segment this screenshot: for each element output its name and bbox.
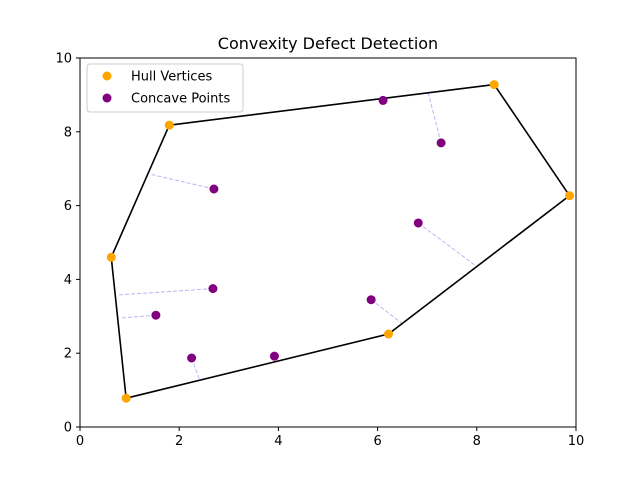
x-tick-label-4: 8: [473, 434, 481, 449]
plot-background: [80, 58, 576, 427]
hull-vertex-point-3: [489, 80, 499, 90]
x-tick-label-0: 0: [76, 434, 84, 449]
legend-box: [86, 63, 244, 113]
x-tick-label-1: 2: [175, 434, 183, 449]
hull-vertex-point-0: [121, 393, 131, 403]
y-tick-label-4: 8: [64, 125, 72, 140]
y-tick-label-0: 0: [64, 421, 72, 436]
defect-link-6: [191, 357, 201, 382]
y-tick-label-3: 6: [64, 199, 72, 214]
chart-title: Convexity Defect Detection: [218, 34, 438, 53]
concave-point-3: [413, 218, 423, 228]
concave-point-4: [208, 284, 218, 294]
concave-point-5: [366, 295, 376, 305]
legend-label-1: Concave Points: [131, 92, 230, 107]
defect-link-5: [370, 299, 403, 325]
concave-point-6: [151, 310, 161, 320]
concave-point-1: [436, 138, 446, 148]
y-tick-label-5: 10: [55, 52, 72, 67]
legend-label-0: Hull Vertices: [131, 70, 212, 85]
x-tick-label-2: 4: [274, 434, 282, 449]
plot-area: [80, 58, 576, 427]
defect-link-1: [150, 173, 215, 190]
hull-vertex-point-5: [106, 252, 116, 262]
x-tick-label-3: 6: [373, 434, 381, 449]
axes: 0 2 4 6 8 10 0 2 4 6 8 10: [55, 52, 584, 450]
defect-link-3: [118, 288, 213, 296]
legend-marker-0: [102, 71, 112, 81]
defect-link-2: [417, 222, 478, 267]
concave-point-0: [378, 95, 388, 105]
legend-marker-1: [102, 93, 112, 103]
hull-vertex-point-2: [565, 191, 575, 201]
y-tick-label-2: 4: [64, 273, 72, 288]
defect-link-0: [427, 92, 442, 143]
x-tick-label-5: 10: [568, 434, 585, 449]
hull-vertex-point-4: [164, 120, 174, 130]
axes-frame: [79, 57, 577, 428]
y-tick-label-1: 2: [64, 347, 72, 362]
legend: Hull Vertices Concave Points: [86, 63, 244, 113]
concave-point-8: [269, 351, 279, 361]
concave-point-7: [187, 353, 197, 363]
concave-point-2: [209, 184, 219, 194]
hull-vertex-point-1: [384, 329, 394, 339]
